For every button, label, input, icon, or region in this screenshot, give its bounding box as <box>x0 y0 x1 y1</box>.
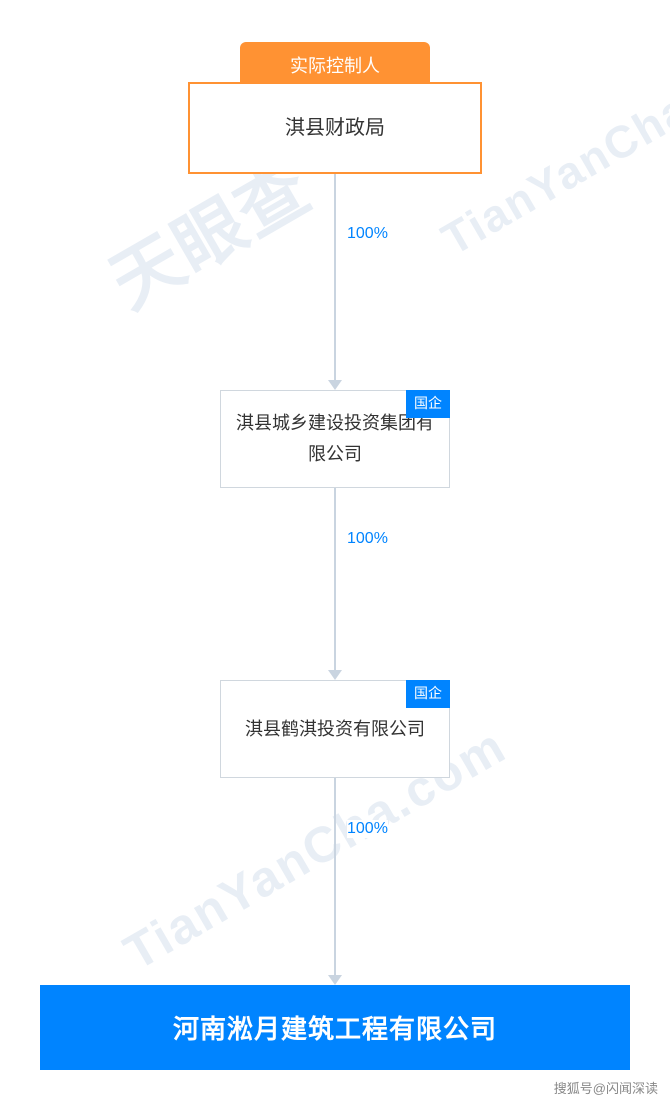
footer-credit: 搜狐号@闪闻深读 <box>550 1077 662 1098</box>
edge-2-line <box>334 778 336 975</box>
edge-2-label: 100% <box>347 820 388 838</box>
edge-1-arrow <box>328 670 342 680</box>
edge-0-label: 100% <box>347 225 388 243</box>
edge-0-arrow <box>328 380 342 390</box>
node-final-label: 河南淞月建筑工程有限公司 <box>173 1009 497 1046</box>
node-1: 国企 淇县城乡建设投资集团有限公司 <box>220 390 450 488</box>
node-root-label: 淇县财政局 <box>285 111 385 145</box>
soe-tag-2: 国企 <box>406 680 450 708</box>
node-root: 淇县财政局 <box>188 82 482 174</box>
soe-tag-1: 国企 <box>406 390 450 418</box>
node-2-label: 淇县鹤淇投资有限公司 <box>245 714 425 745</box>
node-final: 河南淞月建筑工程有限公司 <box>40 985 630 1070</box>
edge-0-line <box>334 174 336 380</box>
ownership-diagram: 天眼查 TianYanCha.com TianYanCha.com 100% 1… <box>0 0 670 1102</box>
edge-1-line <box>334 488 336 670</box>
node-2: 国企 淇县鹤淇投资有限公司 <box>220 680 450 778</box>
edge-2-arrow <box>328 975 342 985</box>
edge-1-label: 100% <box>347 530 388 548</box>
